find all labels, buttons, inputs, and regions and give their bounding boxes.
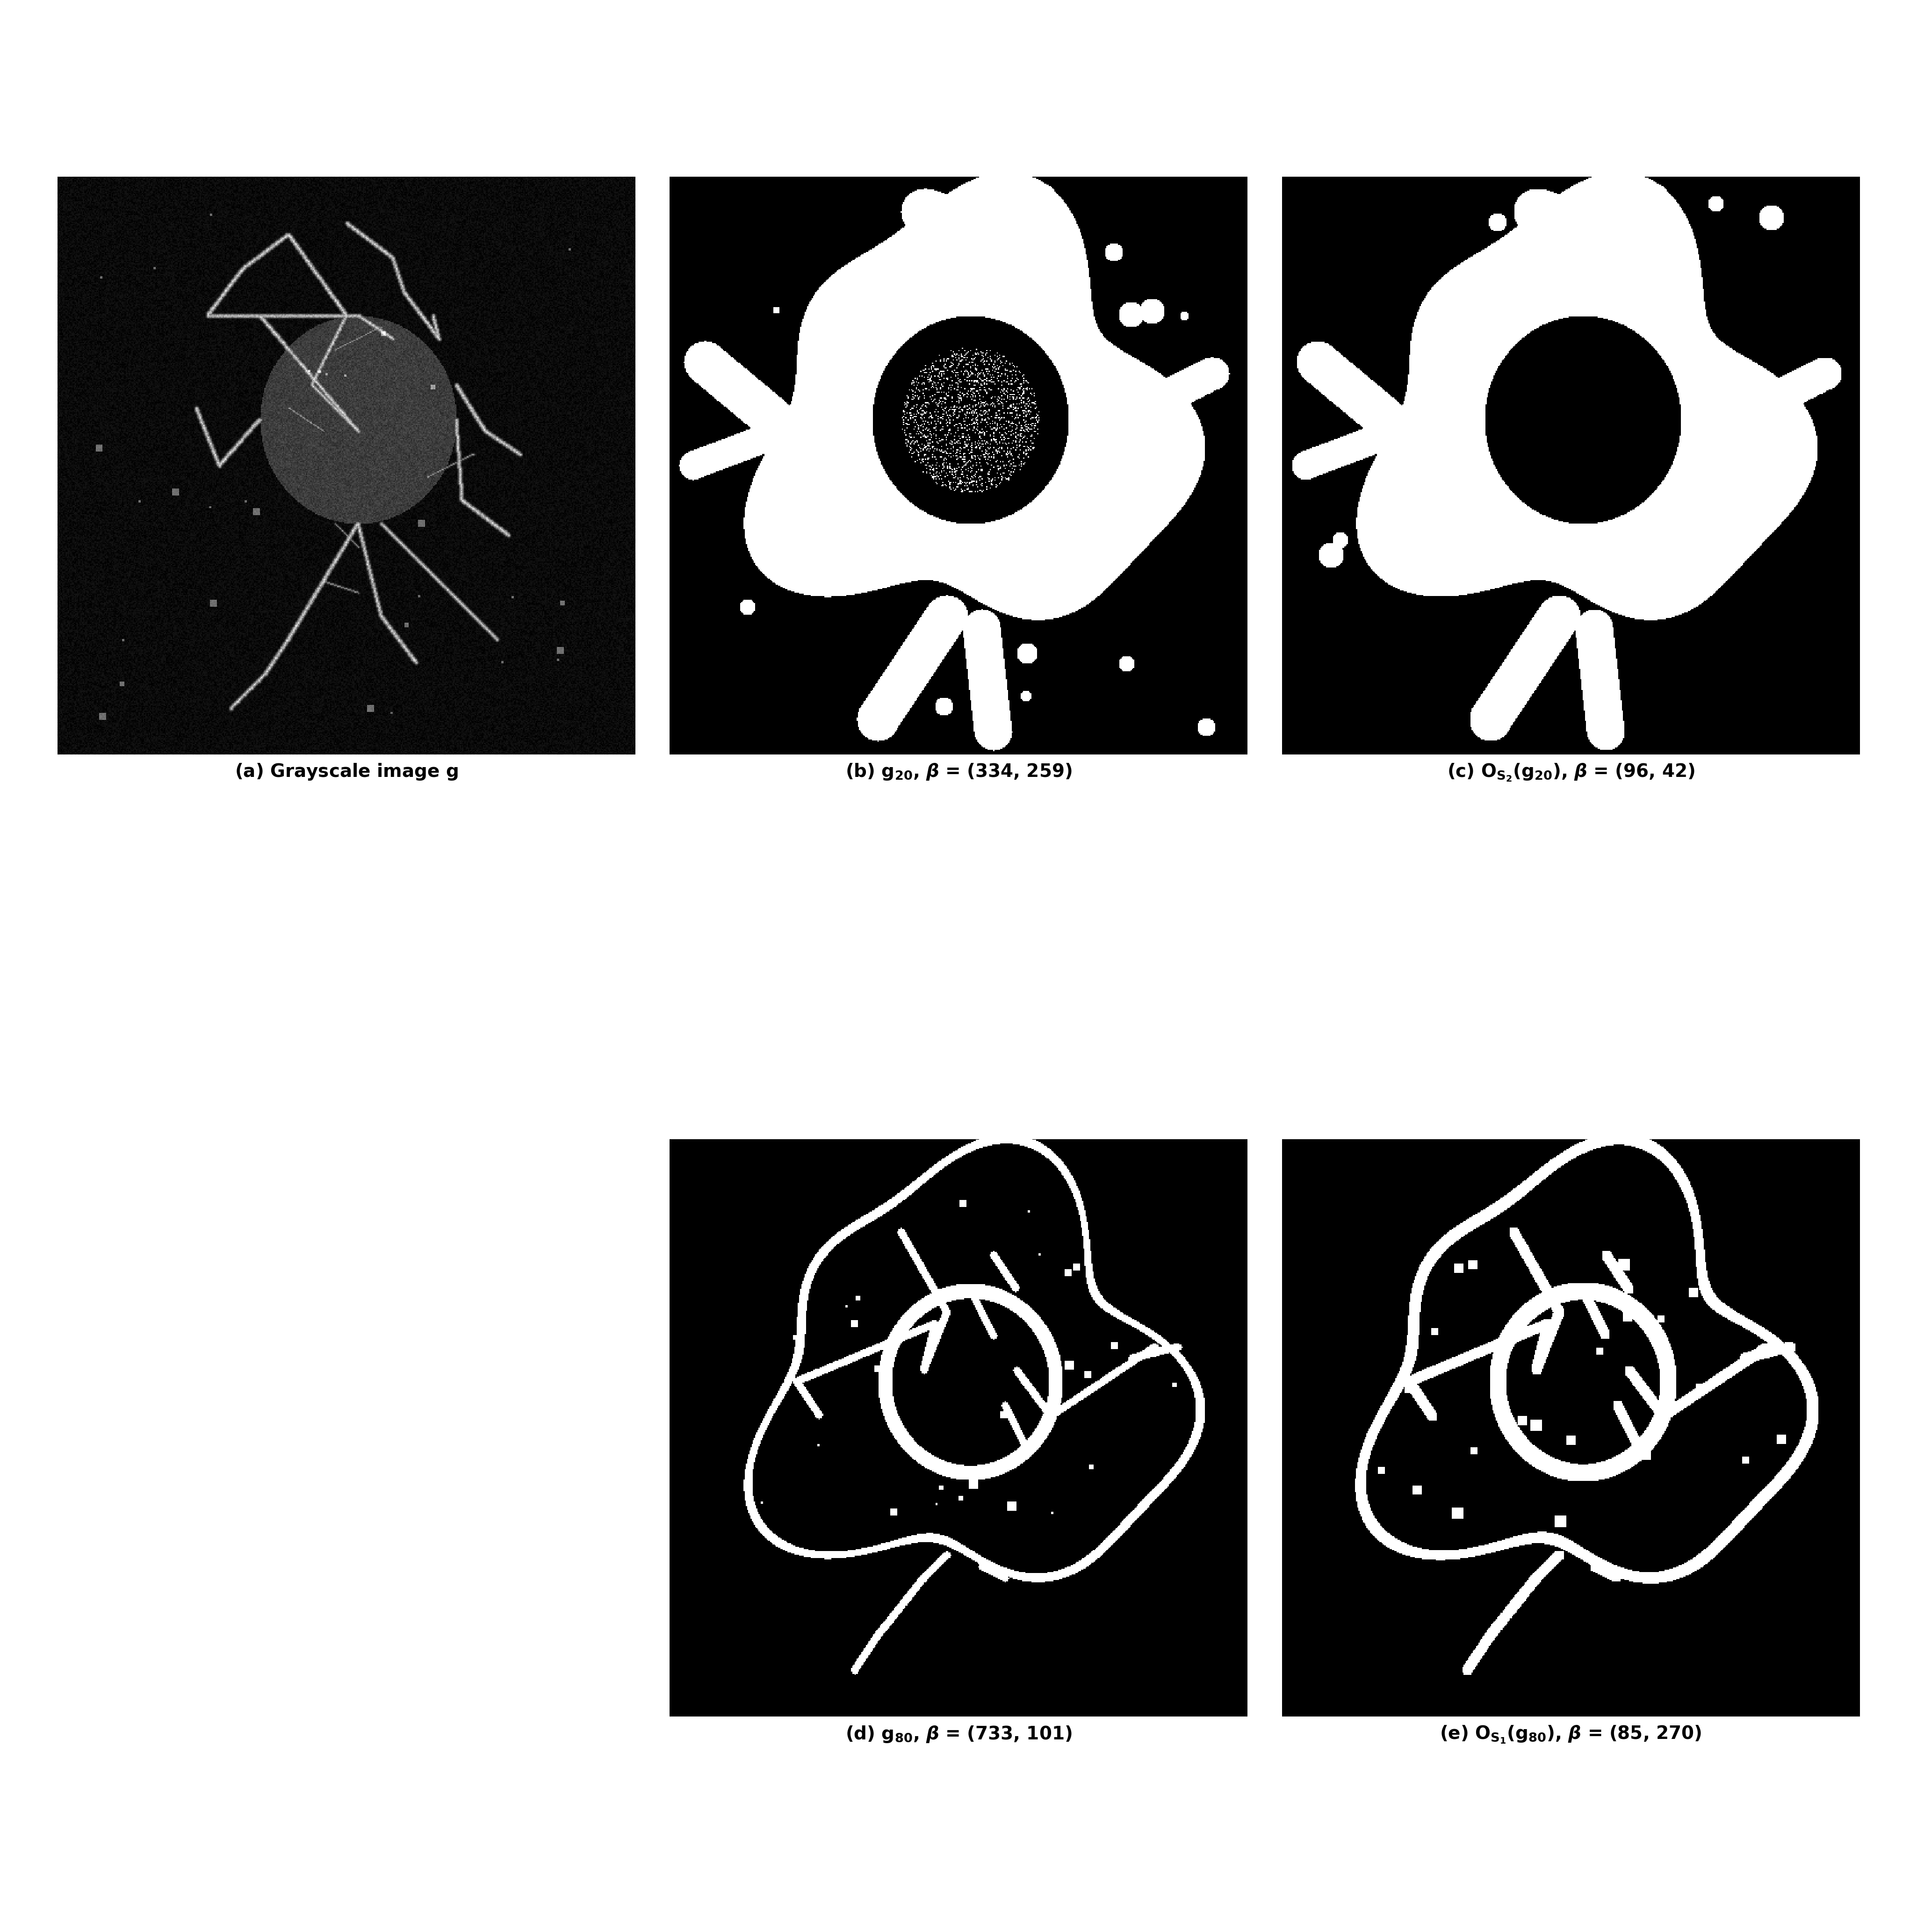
X-axis label: (e) $\mathbf{O_{S_1}(g_{80})}$, $\boldsymbol{\beta}$ = (85, 270): (e) $\mathbf{O_{S_1}(g_{80})}$, $\boldsy… — [1440, 1723, 1702, 1745]
X-axis label: (c) $\mathbf{O_{S_2}(g_{20})}$, $\boldsymbol{\beta}$ = (96, 42): (c) $\mathbf{O_{S_2}(g_{20})}$, $\boldsy… — [1447, 761, 1695, 782]
X-axis label: (d) $\mathbf{g_{80}}$, $\boldsymbol{\beta}$ = (733, 101): (d) $\mathbf{g_{80}}$, $\boldsymbol{\bet… — [845, 1723, 1072, 1745]
X-axis label: (a) Grayscale image $\mathbf{g}$: (a) Grayscale image $\mathbf{g}$ — [234, 761, 458, 782]
X-axis label: (b) $\mathbf{g_{20}}$, $\boldsymbol{\beta}$ = (334, 259): (b) $\mathbf{g_{20}}$, $\boldsymbol{\bet… — [845, 761, 1072, 782]
